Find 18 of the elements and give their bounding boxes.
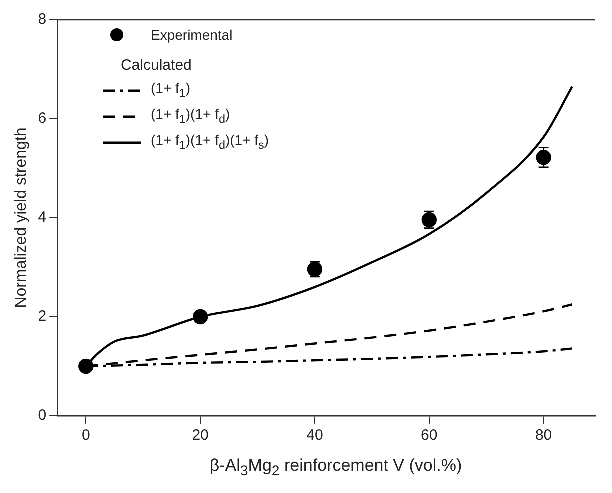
x-tick-label: 80 [535, 427, 552, 444]
y-axis-title: Normalized yield strength [13, 128, 30, 308]
y-tick-label: 6 [38, 110, 47, 128]
y-tick-label: 8 [38, 11, 47, 28]
y-tick-label: 0 [38, 407, 47, 424]
legend-label: (1+ f$_{1}$) [151, 80, 191, 102]
legend-label: (1+ f$_{1}$)(1+ f$_{d}$)(1+ f$_{s}$) [151, 132, 270, 154]
x-tick-label: 60 [421, 427, 438, 444]
x-tick-label: 40 [306, 427, 324, 444]
x-tick-label: 0 [82, 427, 90, 444]
y-tick-label: 2 [38, 308, 47, 326]
y-tick-label: 4 [38, 209, 47, 226]
point [78, 358, 94, 374]
legend-label: (1+ f$_{1}$)(1+ f$_{d}$) [151, 106, 230, 128]
legend-title: Calculated [121, 57, 193, 74]
legend-label: Experimental [151, 27, 233, 43]
x-tick-label: 20 [192, 427, 209, 444]
x-axis-title: β-Al$_{3}$Mg$_{2}$ reinforcement V (vol.%) [208, 456, 464, 480]
